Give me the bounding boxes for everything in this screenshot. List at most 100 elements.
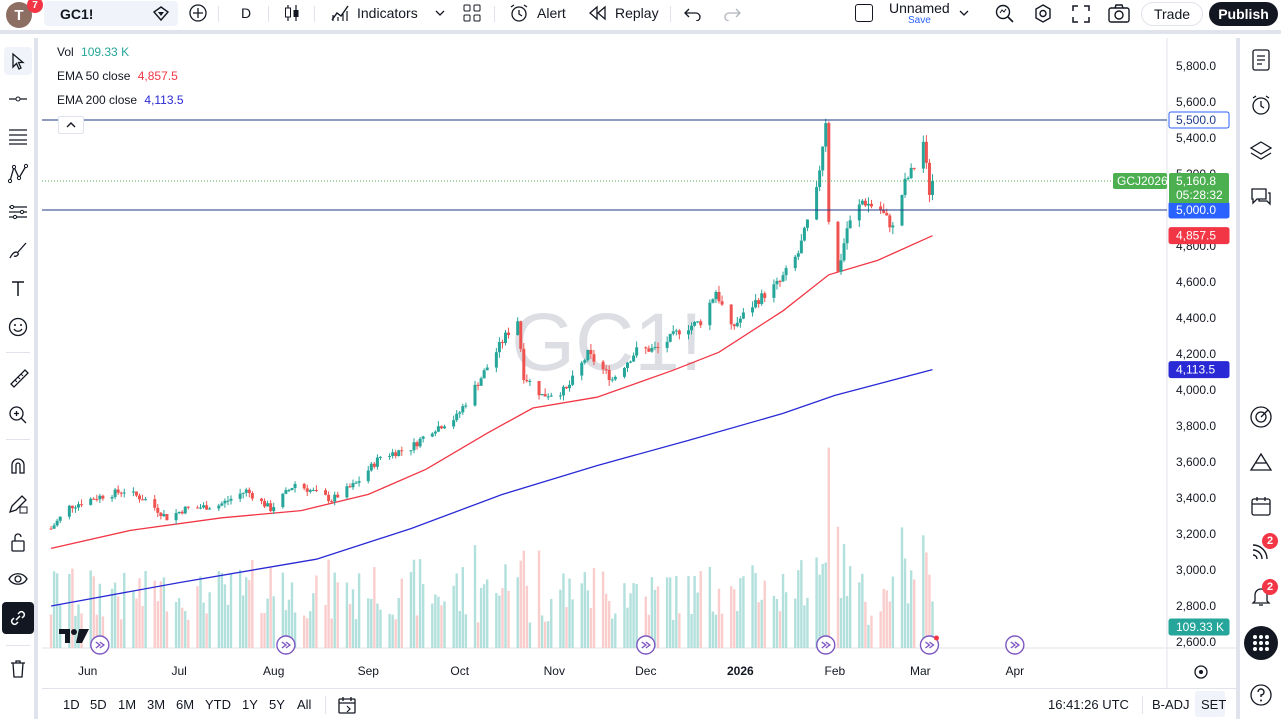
range-1m[interactable]: 1M	[118, 697, 137, 712]
undo-icon[interactable]	[683, 5, 703, 21]
symbol-search[interactable]: GC1!	[44, 1, 178, 26]
volume-bar	[242, 595, 245, 648]
chat-icon[interactable]	[1246, 182, 1276, 212]
ema50-legend[interactable]: EMA 50 close 4,857.5	[57, 69, 178, 83]
utc-clock[interactable]: 16:41:26 UTC	[1048, 697, 1129, 712]
volume-tag-bg	[1168, 618, 1230, 636]
candle-body	[635, 347, 639, 356]
layout-name[interactable]: Unnamed	[889, 0, 950, 16]
volume-bar	[452, 585, 455, 648]
session-toggle[interactable]: SET	[1201, 697, 1227, 712]
redo-icon[interactable]	[722, 5, 742, 21]
range-ytd[interactable]: YTD	[205, 697, 231, 712]
diamond-icon[interactable]	[152, 6, 170, 22]
watchlist-icon[interactable]	[1246, 45, 1276, 75]
lock-icon[interactable]	[4, 528, 32, 556]
emoji-tool-icon[interactable]	[4, 313, 32, 341]
calendar-icon[interactable]	[1246, 491, 1276, 521]
fullscreen-icon[interactable]	[1071, 4, 1091, 24]
range-1d[interactable]: 1D	[63, 697, 80, 712]
tradingview-logo[interactable]	[58, 626, 90, 649]
indicators-icon[interactable]	[330, 3, 350, 23]
magnet-icon[interactable]	[4, 452, 32, 480]
help-icon[interactable]	[1246, 680, 1276, 710]
economic-event-marker-icon[interactable]	[1005, 635, 1025, 655]
brush-tool-icon[interactable]	[4, 236, 32, 264]
goto-date-calendar-icon[interactable]	[336, 694, 358, 716]
pattern-tool-icon[interactable]	[4, 160, 32, 188]
volume-bar	[443, 601, 446, 648]
zoom-in-icon[interactable]	[4, 401, 32, 429]
eye-visibility-icon[interactable]	[4, 565, 32, 593]
replay-button[interactable]: Replay	[615, 5, 659, 21]
interval-button[interactable]: D	[240, 5, 252, 21]
economic-event-marker-icon[interactable]	[276, 635, 296, 655]
bell-badge: 2	[1262, 579, 1278, 595]
settings-gear-icon[interactable]	[1032, 3, 1054, 25]
pine-triangle-icon[interactable]	[1246, 447, 1276, 477]
economic-event-marker-icon[interactable]	[90, 635, 110, 655]
apps-grid-icon[interactable]	[1244, 626, 1278, 660]
symbol-tag-bg	[1113, 173, 1167, 190]
volume-bar	[199, 576, 202, 648]
layout-chevron-down-icon[interactable]	[958, 8, 970, 18]
trend-line-tool-icon[interactable]	[4, 85, 32, 113]
candle-body	[177, 511, 181, 514]
ema200-legend[interactable]: EMA 200 close 4,113.5	[57, 93, 184, 107]
alert-button[interactable]: Alert	[537, 5, 566, 21]
forecast-tool-icon[interactable]	[4, 198, 32, 226]
trade-button[interactable]: Trade	[1141, 2, 1203, 26]
collapse-legend-button[interactable]	[58, 116, 84, 134]
alert-clock-icon[interactable]	[508, 3, 530, 23]
economic-event-marker-icon[interactable]	[919, 635, 940, 655]
candle-body	[690, 325, 694, 331]
replay-rewind-icon[interactable]	[588, 5, 608, 21]
target-icon[interactable]	[1246, 402, 1276, 432]
templates-icon[interactable]	[462, 3, 482, 23]
layout-square-icon[interactable]	[855, 4, 873, 22]
candle-body	[857, 204, 861, 221]
time-tick-label: Mar	[910, 664, 931, 678]
volume-bar	[522, 550, 525, 648]
economic-event-marker-icon[interactable]	[636, 635, 656, 655]
layers-icon[interactable]	[1246, 136, 1276, 166]
back-adjust-toggle[interactable]: B-ADJ	[1152, 697, 1190, 712]
compare-symbol-icon[interactable]	[188, 3, 208, 23]
fib-tool-icon[interactable]	[4, 122, 32, 150]
candle-body	[537, 381, 541, 396]
range-6m[interactable]: 6M	[176, 697, 195, 712]
range-5d[interactable]: 5D	[90, 697, 107, 712]
symbol-name: GC1!	[60, 5, 94, 22]
alerts-clock-icon[interactable]	[1246, 90, 1276, 120]
economic-event-marker-icon[interactable]	[816, 635, 836, 655]
range-all[interactable]: All	[297, 697, 312, 712]
layout-save-status[interactable]: Save	[908, 15, 931, 26]
candle-body	[464, 405, 468, 407]
quick-search-icon[interactable]	[994, 3, 1016, 25]
chevron-down-icon[interactable]	[434, 8, 446, 18]
candles-icon[interactable]	[282, 3, 302, 23]
time-axis-settings-icon[interactable]	[1194, 665, 1208, 679]
price-chart[interactable]: GC1! 5,800.05,600.05,400.05,200.05,000.0…	[42, 38, 1236, 688]
candle-body	[195, 507, 199, 509]
pencil-lock-icon[interactable]	[4, 490, 32, 518]
range-5y[interactable]: 5Y	[269, 697, 285, 712]
candle-body	[674, 330, 678, 332]
volume-bar	[251, 559, 254, 648]
volume-bar	[909, 570, 913, 648]
range-3m[interactable]: 3M	[147, 697, 166, 712]
publish-button[interactable]: Publish	[1209, 2, 1278, 26]
text-tool-icon[interactable]	[4, 275, 32, 303]
signal-feed-icon[interactable]	[1246, 536, 1276, 566]
trash-icon[interactable]	[4, 655, 32, 683]
volume-bar	[550, 598, 553, 648]
volume-bar	[571, 599, 574, 648]
link-tool-icon[interactable]	[2, 602, 34, 634]
cursor-tool-icon[interactable]	[4, 47, 32, 75]
volume-legend[interactable]: Vol 109.33 K	[57, 45, 129, 59]
range-1y[interactable]: 1Y	[242, 697, 258, 712]
volume-bar	[272, 596, 275, 648]
camera-snapshot-icon[interactable]	[1107, 3, 1131, 25]
indicators-button[interactable]: Indicators	[357, 5, 418, 21]
ruler-tool-icon[interactable]	[4, 363, 32, 391]
